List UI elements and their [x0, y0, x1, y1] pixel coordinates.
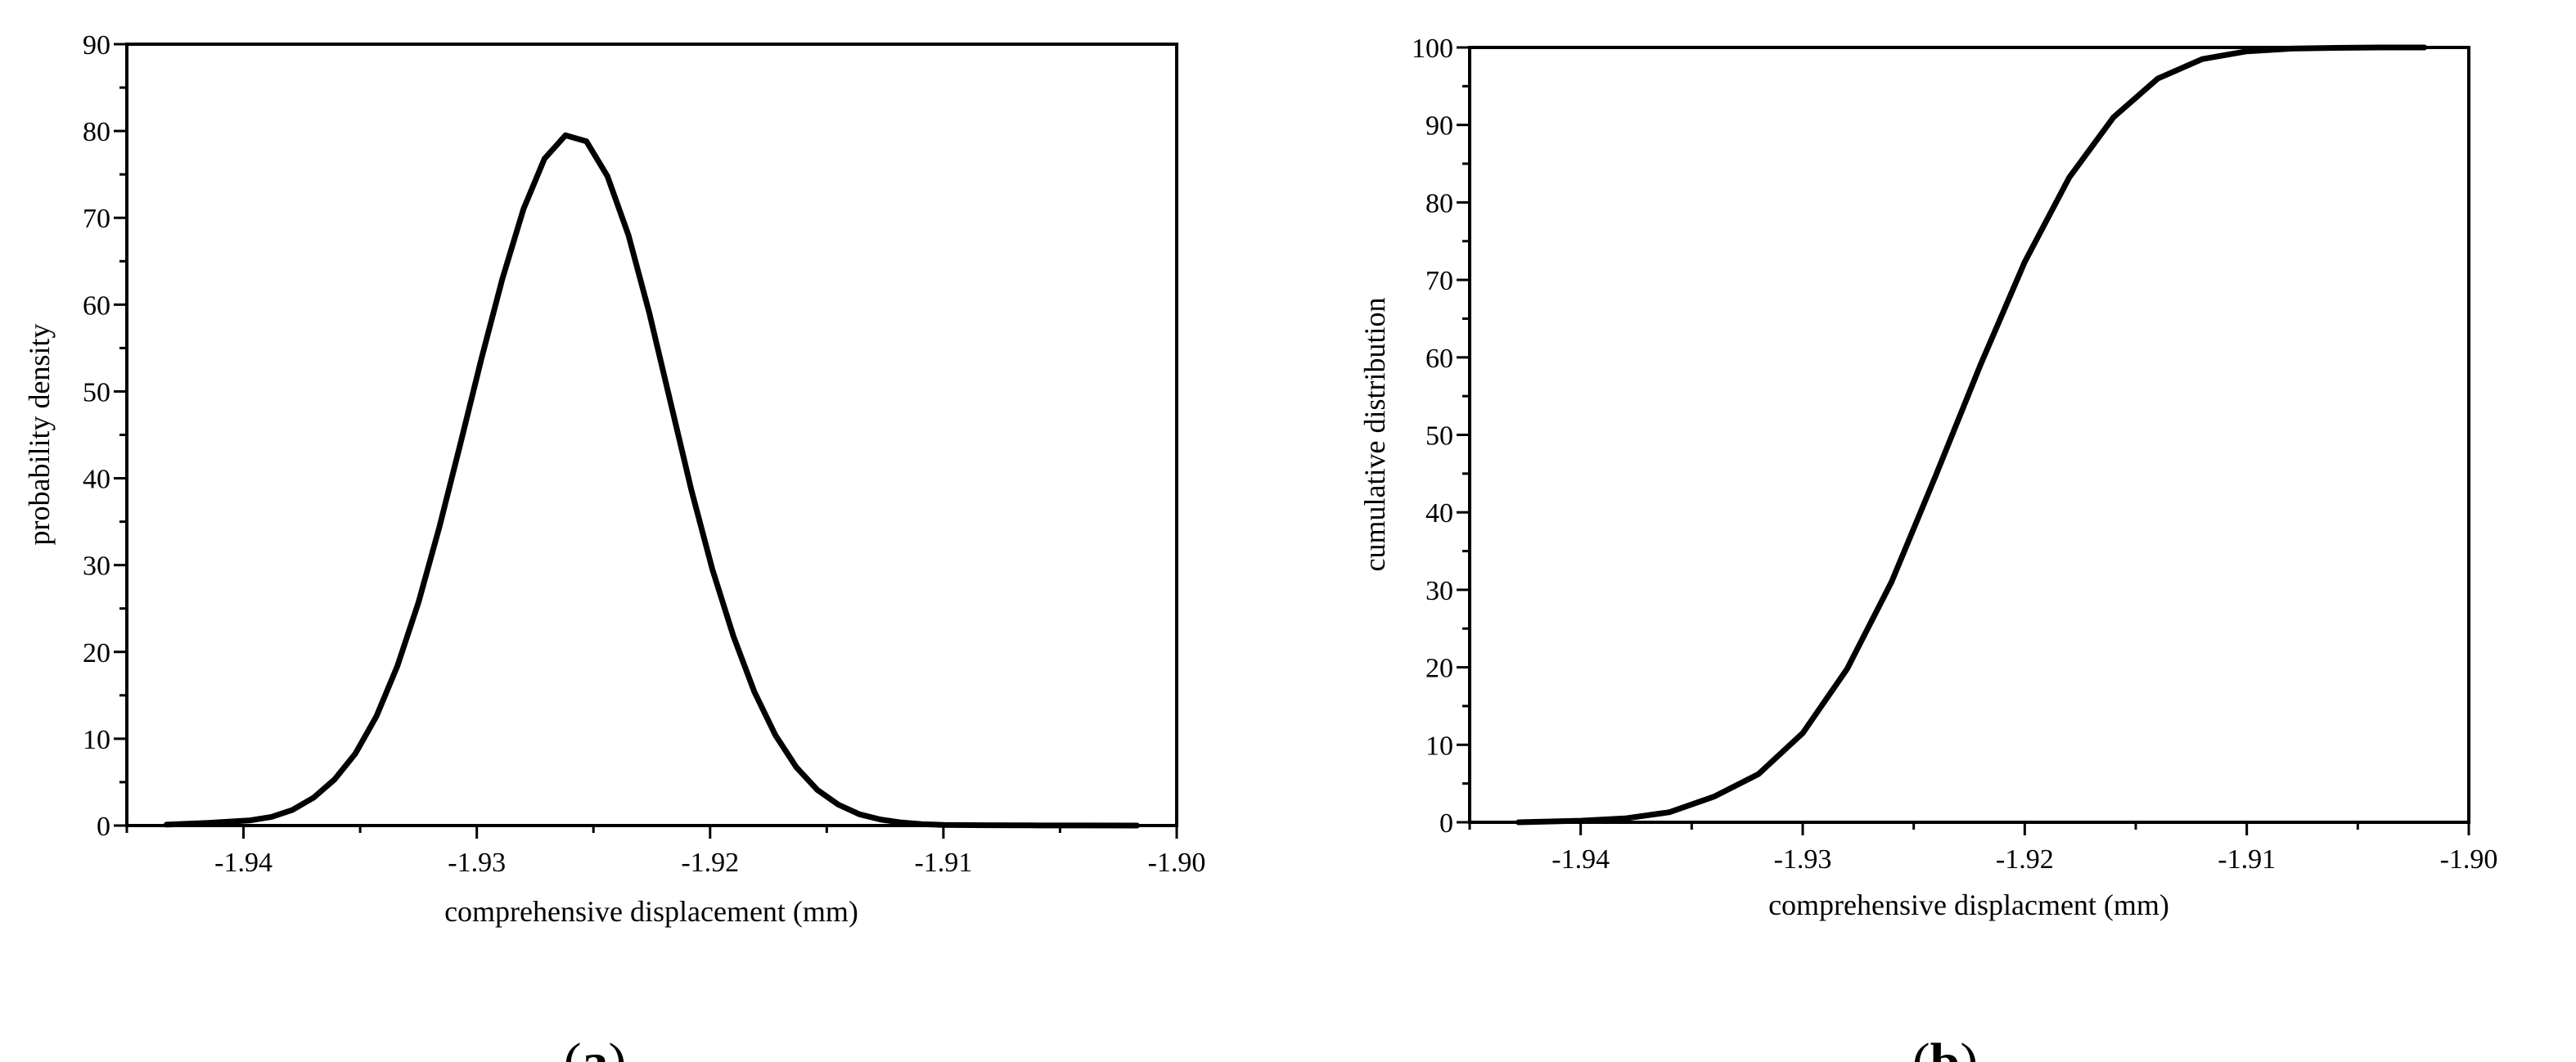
y-axis-label-a: probability density — [23, 324, 56, 546]
series-line — [164, 132, 1140, 829]
y-tick-label: 50 — [83, 377, 110, 407]
plot-frame-b — [1468, 46, 2470, 824]
y-tick-label: 0 — [1439, 808, 1453, 839]
plot-frame-a — [125, 43, 1178, 827]
y-tick-label: 40 — [83, 465, 110, 495]
y-tick-label: 10 — [83, 725, 110, 755]
x-ticks-a: -1.94 -1.93 -1.92 -1.91 -1.90 — [125, 826, 1206, 878]
y-tick-label: 30 — [83, 551, 110, 582]
y-tick-label: 90 — [83, 30, 110, 61]
panel-label-a: (a) — [564, 1033, 627, 1062]
y-ticks-b: 0 10 20 30 40 50 60 70 80 90 100 — [1412, 34, 1470, 839]
x-tick-label: -1.94 — [1551, 844, 1610, 875]
chart-panel-b: -1.94 -1.93 -1.92 -1.91 -1.90 0 10 20 30 40 50 60 7… — [1358, 34, 2497, 1062]
x-tick-label: -1.90 — [2440, 844, 2498, 875]
x-tick-label: -1.91 — [914, 848, 972, 878]
y-tick-label: 80 — [1425, 188, 1453, 218]
series-line-b — [1515, 44, 2428, 826]
series-line-a — [164, 132, 1140, 829]
y-tick-label: 50 — [1425, 421, 1453, 452]
y-tick-label: 10 — [1425, 731, 1453, 761]
x-axis-label-a: comprehensive displacement (mm) — [444, 895, 858, 928]
y-tick-label: 80 — [83, 117, 110, 147]
chart-panel-a: -1.94 -1.93 -1.92 -1.91 -1.90 0 10 20 30 40 50 60 7… — [23, 30, 1205, 1062]
y-tick-label: 40 — [1425, 498, 1453, 529]
x-tick-label: -1.94 — [214, 848, 272, 878]
y-tick-label: 20 — [83, 638, 110, 668]
x-tick-label: -1.93 — [448, 848, 506, 878]
series-line — [1515, 44, 2428, 826]
y-ticks-a: 0 10 20 30 40 50 60 70 80 90 — [83, 30, 127, 842]
panel-label-b: (b) — [1912, 1033, 1979, 1062]
y-tick-label: 20 — [1425, 654, 1453, 684]
x-ticks-b: -1.94 -1.93 -1.92 -1.91 -1.90 — [1468, 822, 2498, 875]
y-tick-label: 60 — [83, 290, 110, 321]
y-tick-label: 100 — [1412, 34, 1453, 64]
x-tick-label: -1.91 — [2218, 844, 2276, 875]
y-tick-label: 70 — [83, 204, 110, 234]
x-tick-label: -1.92 — [681, 848, 739, 878]
y-tick-label: 90 — [1425, 111, 1453, 142]
x-tick-label: -1.90 — [1148, 848, 1206, 878]
x-tick-label: -1.93 — [1774, 844, 1832, 875]
x-axis-label-b: comprehensive displacment (mm) — [1768, 889, 2169, 921]
y-axis-label-b: cumulative distribution — [1358, 298, 1391, 572]
y-tick-label: 60 — [1425, 344, 1453, 374]
y-tick-label: 30 — [1425, 576, 1453, 606]
y-tick-label: 70 — [1425, 266, 1453, 296]
x-tick-label: -1.92 — [1996, 844, 2054, 875]
y-tick-label: 0 — [97, 812, 110, 842]
